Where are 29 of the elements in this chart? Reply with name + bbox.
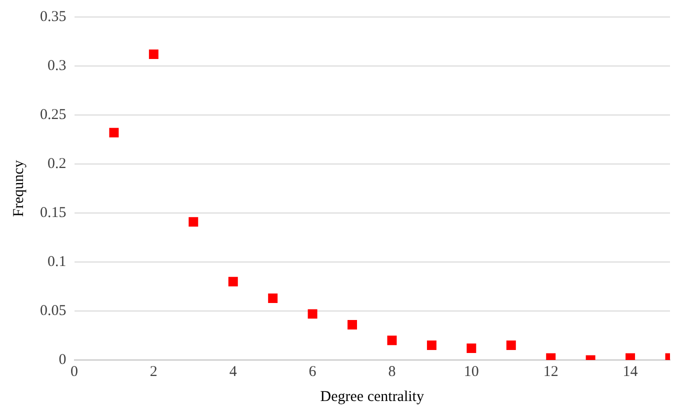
x-tick-label: 6: [308, 364, 317, 380]
y-axis-title: Frequncy: [10, 160, 27, 217]
y-tick-label: 0.15: [40, 204, 66, 221]
point: [148, 50, 158, 59]
y-tick-label: 0: [58, 352, 66, 368]
y-tick-label: 0.25: [40, 106, 66, 123]
point: [348, 320, 358, 330]
point: [188, 217, 198, 227]
point: [506, 340, 516, 350]
x-tick-label: 4: [229, 364, 238, 380]
x-tick-label: 10: [464, 364, 479, 380]
y-tick-label: 0.1: [48, 254, 66, 270]
point: [308, 309, 318, 319]
y-tick-label: 0.35: [40, 8, 66, 25]
point: [387, 336, 397, 346]
x-tick-label: 12: [543, 364, 558, 380]
x-tick-label: 14: [622, 364, 638, 380]
x-tick-label: 0: [70, 364, 78, 380]
y-tick-label: 0.05: [40, 302, 66, 319]
point: [228, 276, 238, 286]
point: [109, 128, 119, 138]
x-tick-label: 8: [388, 364, 396, 380]
point: [426, 340, 436, 350]
y-tick-label: 0.3: [48, 58, 66, 74]
x-axis-title: Degree centrality: [320, 388, 424, 405]
point: [268, 294, 278, 304]
point: [466, 344, 476, 353]
y-tick-label: 0.2: [48, 156, 66, 172]
x-tick-label: 2: [150, 364, 158, 380]
